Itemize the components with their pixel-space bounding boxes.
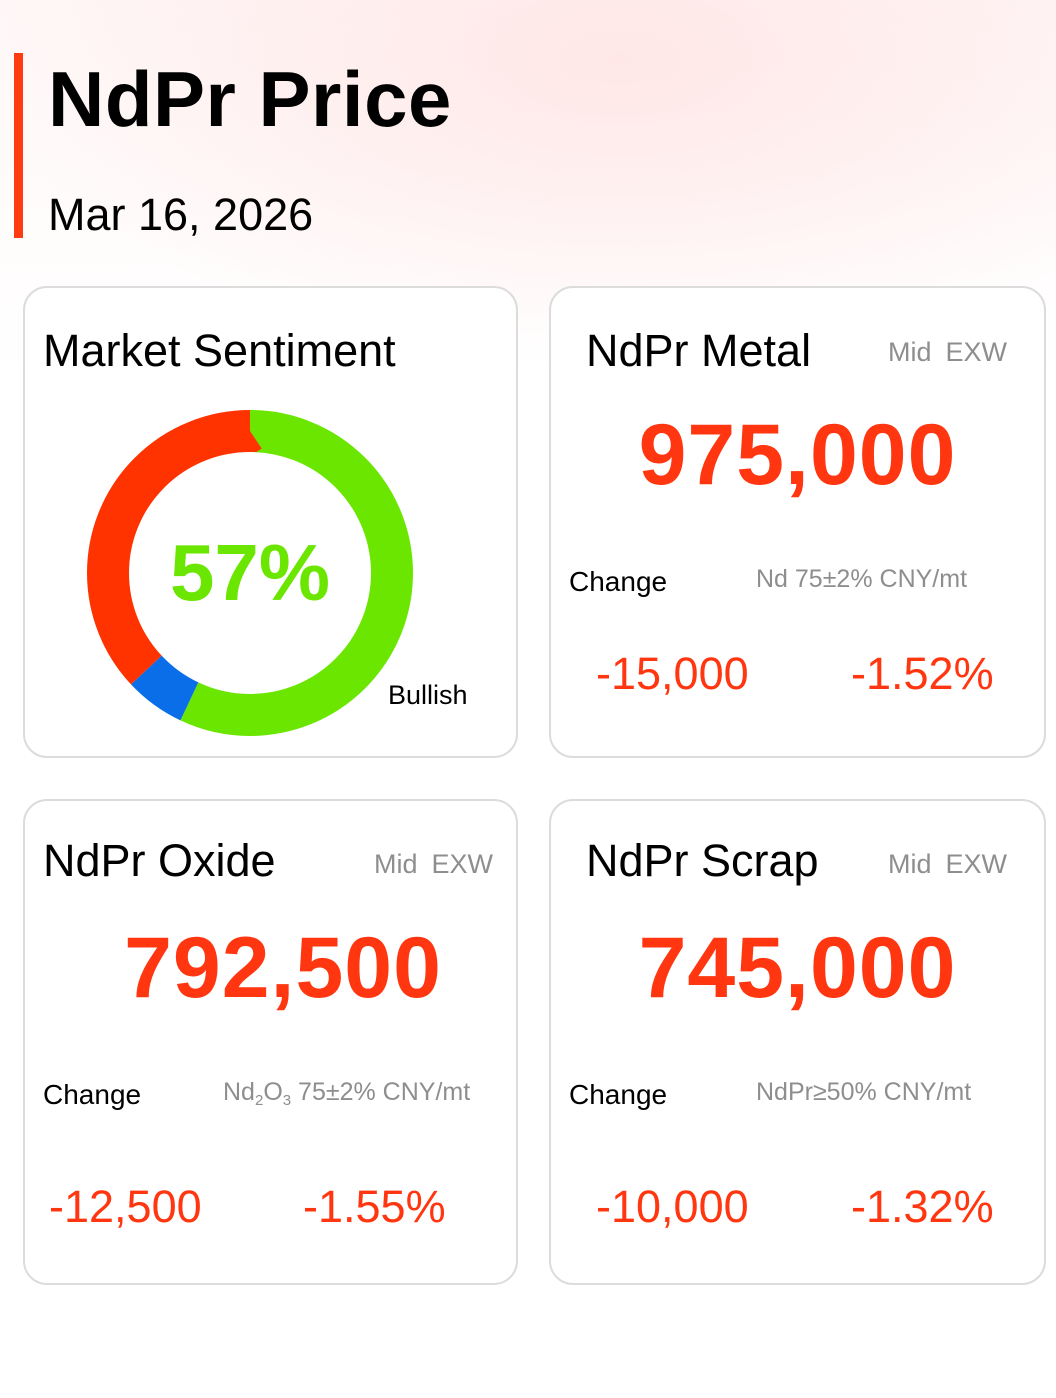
change-absolute: -15,000 bbox=[596, 648, 749, 699]
card-title: NdPr Oxide bbox=[43, 835, 276, 886]
change-percent: -1.32% bbox=[851, 1181, 994, 1232]
card-title: NdPr Scrap bbox=[586, 835, 819, 886]
sentiment-status-label: Bullish bbox=[388, 680, 468, 710]
spec-label: Nd 75±2% CNY/mt bbox=[756, 565, 968, 593]
price-value: 745,000 bbox=[638, 920, 957, 1016]
spec-label: NdPr≥50% CNY/mt bbox=[756, 1078, 972, 1106]
price-tags: Mid EXW bbox=[888, 339, 1007, 366]
price-tags: Mid EXW bbox=[374, 851, 493, 878]
page-date: Mar 16, 2026 bbox=[48, 189, 314, 240]
tag-exw: EXW bbox=[945, 849, 1008, 879]
donut-segment-bearish bbox=[87, 410, 413, 736]
sentiment-percent: 57% bbox=[169, 528, 331, 617]
title-accent-bar bbox=[14, 53, 23, 238]
tag-exw: EXW bbox=[945, 337, 1008, 367]
price-value: 975,000 bbox=[638, 407, 957, 503]
change-absolute: -12,500 bbox=[49, 1181, 202, 1232]
change-percent: -1.55% bbox=[303, 1181, 446, 1232]
spec-label: Nd2O3 75±2% CNY/mt bbox=[223, 1078, 471, 1109]
tag-mid: Mid bbox=[888, 337, 932, 367]
ndpr-oxide-card: NdPr Oxide Mid EXW 792,500 Change Nd2O3 7… bbox=[23, 799, 518, 1285]
change-label: Change bbox=[569, 566, 668, 597]
tag-mid: Mid bbox=[374, 849, 418, 879]
ndpr-scrap-card: NdPr Scrap Mid EXW 745,000 Change NdPr≥50… bbox=[549, 799, 1046, 1285]
tag-exw: EXW bbox=[431, 849, 494, 879]
tag-mid: Mid bbox=[888, 849, 932, 879]
ndpr-metal-card: NdPr Metal Mid EXW 975,000 Change Nd 75±2… bbox=[549, 286, 1046, 758]
change-label: Change bbox=[43, 1079, 142, 1110]
page-title: NdPr Price bbox=[48, 55, 452, 143]
change-percent: -1.52% bbox=[851, 648, 994, 699]
card-title: Market Sentiment bbox=[43, 325, 396, 376]
card-title: NdPr Metal bbox=[586, 325, 812, 376]
price-value: 792,500 bbox=[124, 920, 442, 1016]
change-absolute: -10,000 bbox=[596, 1181, 749, 1232]
change-label: Change bbox=[569, 1079, 668, 1110]
price-tags: Mid EXW bbox=[888, 851, 1007, 878]
market-sentiment-card: Market Sentiment 57% Bullish bbox=[23, 286, 518, 758]
sentiment-donut-chart bbox=[87, 410, 413, 736]
